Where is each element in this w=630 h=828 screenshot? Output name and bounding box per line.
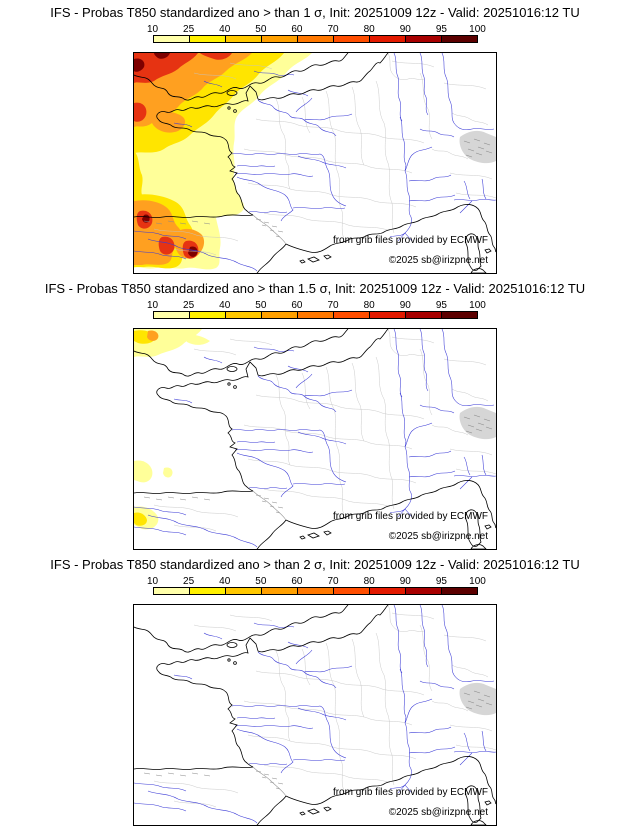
- colorbar-tick-label: 90: [399, 576, 411, 587]
- colorbar-tick-labels: 10 25 40 50 60 70 80 90 95 100: [147, 576, 486, 587]
- colorbar-segment: [153, 588, 190, 594]
- credit-copyright: ©2025 sb@irizpne.net: [389, 807, 488, 818]
- colorbar: 10 25 40 50 60 70 80 90 95 100: [147, 24, 486, 43]
- panel-sigma-2: IFS - Probas T850 standardized ano > tha…: [0, 552, 630, 828]
- colorbar-segment: [189, 36, 226, 42]
- colorbar-tick-label: 60: [291, 576, 303, 587]
- colorbar-tick-label: 80: [363, 24, 375, 35]
- colorbar-segment: [405, 588, 442, 594]
- panel-sigma-1-5: IFS - Probas T850 standardized ano > tha…: [0, 276, 630, 552]
- colorbar-tick-label: 40: [219, 300, 231, 311]
- probability-map: from grib files provided by ECMWF ©2025 …: [133, 604, 497, 826]
- colorbar-segment: [261, 36, 298, 42]
- colorbar-tick-label: 95: [435, 300, 447, 311]
- colorbar-tick-label: 70: [327, 576, 339, 587]
- colorbar-segment: [297, 312, 334, 318]
- map-frame: from grib files provided by ECMWF ©2025 …: [133, 52, 497, 274]
- colorbar-tick-label: 90: [399, 24, 411, 35]
- probability-overlay: [134, 53, 312, 270]
- colorbar-segment: [333, 312, 370, 318]
- colorbar-segment: [441, 36, 477, 42]
- colorbar-tick-label: 40: [219, 576, 231, 587]
- colorbar: 10 25 40 50 60 70 80 90 95 100: [147, 576, 486, 595]
- colorbar-tick-label: 60: [291, 24, 303, 35]
- colorbar-tick-label: 50: [255, 576, 267, 587]
- colorbar-tick-label: 10: [146, 576, 159, 587]
- colorbar-tick-label: 25: [183, 576, 195, 587]
- colorbar-segment: [189, 588, 226, 594]
- credit-ecmwf: from grib files provided by ECMWF: [333, 235, 488, 246]
- colorbar-segment: [297, 588, 334, 594]
- colorbar: 10 25 40 50 60 70 80 90 95 100: [147, 300, 486, 319]
- colorbar-segment: [297, 36, 334, 42]
- colorbar-tick-label: 60: [291, 300, 303, 311]
- credit-ecmwf: from grib files provided by ECMWF: [333, 511, 488, 522]
- colorbar-tick-label: 90: [399, 300, 411, 311]
- colorbar-tick-label: 50: [255, 300, 267, 311]
- colorbar-tick-label: 80: [363, 576, 375, 587]
- colorbar-segment: [333, 588, 370, 594]
- colorbar-tick-label: 25: [183, 24, 195, 35]
- map-frame: from grib files provided by ECMWF ©2025 …: [133, 328, 497, 550]
- colorbar-tick-labels: 10 25 40 50 60 70 80 90 95 100: [147, 300, 486, 311]
- colorbar-segment: [405, 312, 442, 318]
- colorbar-tick-label: 25: [183, 300, 195, 311]
- colorbar-segment: [153, 36, 190, 42]
- colorbar-tick-label: 100: [469, 576, 486, 587]
- probability-map: from grib files provided by ECMWF ©2025 …: [133, 52, 497, 274]
- colorbar-tick-labels: 10 25 40 50 60 70 80 90 95 100: [147, 24, 486, 35]
- colorbar-segment: [369, 588, 406, 594]
- panel-title: IFS - Probas T850 standardized ano > tha…: [50, 5, 580, 20]
- map-frame: from grib files provided by ECMWF ©2025 …: [133, 604, 497, 826]
- colorbar-segment: [441, 588, 477, 594]
- colorbar-tick-label: 100: [469, 300, 486, 311]
- probability-map: from grib files provided by ECMWF ©2025 …: [133, 328, 497, 550]
- colorbar-tick-label: 40: [219, 24, 231, 35]
- colorbar-scale: [152, 311, 478, 319]
- colorbar-tick-label: 95: [435, 24, 447, 35]
- credit-ecmwf: from grib files provided by ECMWF: [333, 787, 488, 798]
- colorbar-scale: [152, 35, 478, 43]
- colorbar-segment: [225, 588, 262, 594]
- colorbar-segment: [441, 312, 477, 318]
- colorbar-segment: [261, 312, 298, 318]
- colorbar-segment: [189, 312, 226, 318]
- colorbar-segment: [405, 36, 442, 42]
- colorbar-segment: [333, 36, 370, 42]
- colorbar-tick-label: 10: [146, 300, 159, 311]
- colorbar-segment: [225, 36, 262, 42]
- panel-sigma-1: IFS - Probas T850 standardized ano > tha…: [0, 0, 630, 276]
- colorbar-segment: [369, 36, 406, 42]
- colorbar-segment: [369, 312, 406, 318]
- credit-copyright: ©2025 sb@irizpne.net: [389, 531, 488, 542]
- colorbar-tick-label: 80: [363, 300, 375, 311]
- probability-overlay: [134, 329, 210, 530]
- colorbar-tick-label: 70: [327, 24, 339, 35]
- credit-copyright: ©2025 sb@irizpne.net: [389, 255, 488, 266]
- panel-title: IFS - Probas T850 standardized ano > tha…: [50, 557, 580, 572]
- panel-title: IFS - Probas T850 standardized ano > tha…: [44, 281, 586, 296]
- colorbar-segment: [153, 312, 190, 318]
- colorbar-segment: [225, 312, 262, 318]
- colorbar-segment: [261, 588, 298, 594]
- colorbar-tick-label: 95: [435, 576, 447, 587]
- colorbar-tick-label: 10: [146, 24, 159, 35]
- colorbar-tick-label: 50: [255, 24, 267, 35]
- colorbar-tick-label: 70: [327, 300, 339, 311]
- colorbar-tick-label: 100: [469, 24, 486, 35]
- colorbar-scale: [152, 587, 478, 595]
